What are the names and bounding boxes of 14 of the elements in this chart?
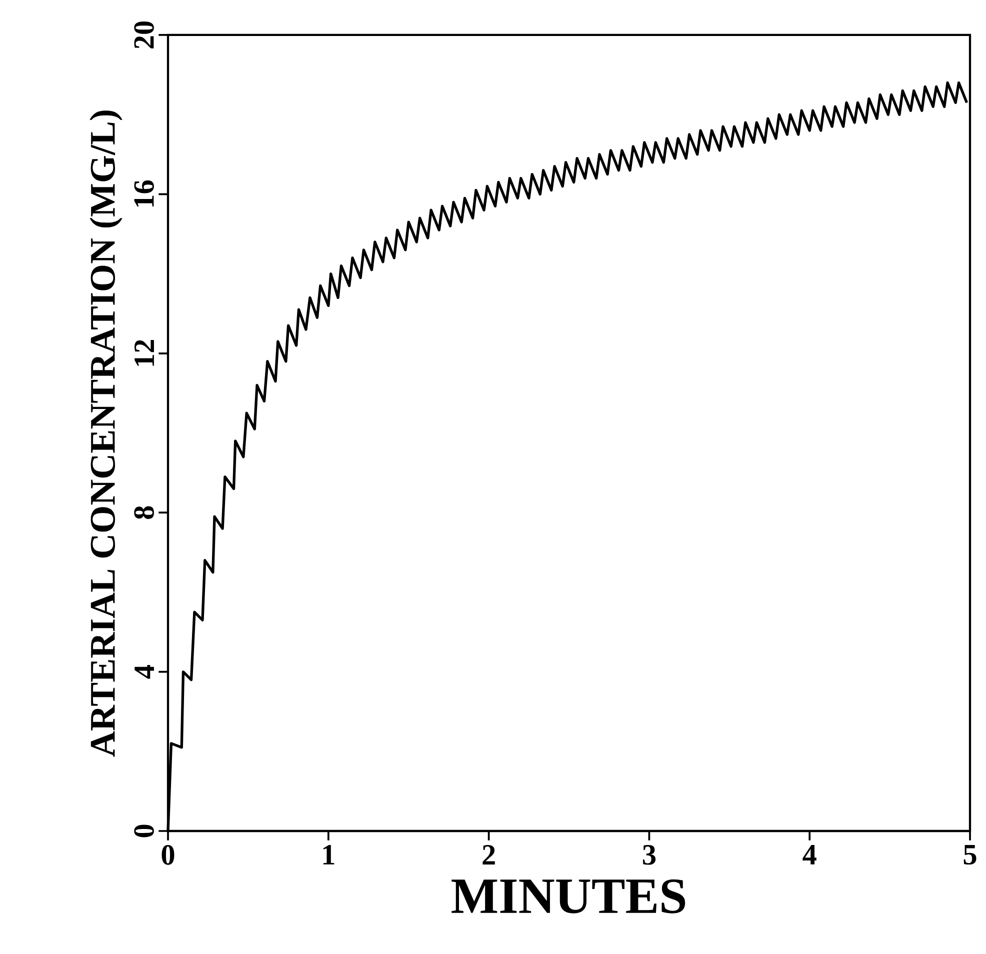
y-tick-label: 0 bbox=[134, 824, 154, 838]
x-tick-label: 5 bbox=[964, 845, 976, 865]
x-tick-label: 4 bbox=[802, 845, 816, 864]
y-tick-label: 16 bbox=[134, 180, 154, 207]
y-axis-title: ARTERIAL CONCENTRATION (MG/L) bbox=[90, 110, 122, 757]
y-tick-label: 4 bbox=[134, 665, 154, 679]
y-tick-label: 12 bbox=[134, 340, 154, 366]
x-tick-label: 2 bbox=[482, 845, 495, 864]
x-tick-label: 1 bbox=[323, 845, 334, 864]
x-tick-label: 0 bbox=[162, 845, 174, 865]
x-axis-title: MINUTES bbox=[452, 879, 686, 914]
y-tick-label: 20 bbox=[134, 21, 154, 48]
y-tick-label: 8 bbox=[134, 506, 154, 519]
x-tick-label: 3 bbox=[642, 845, 656, 865]
